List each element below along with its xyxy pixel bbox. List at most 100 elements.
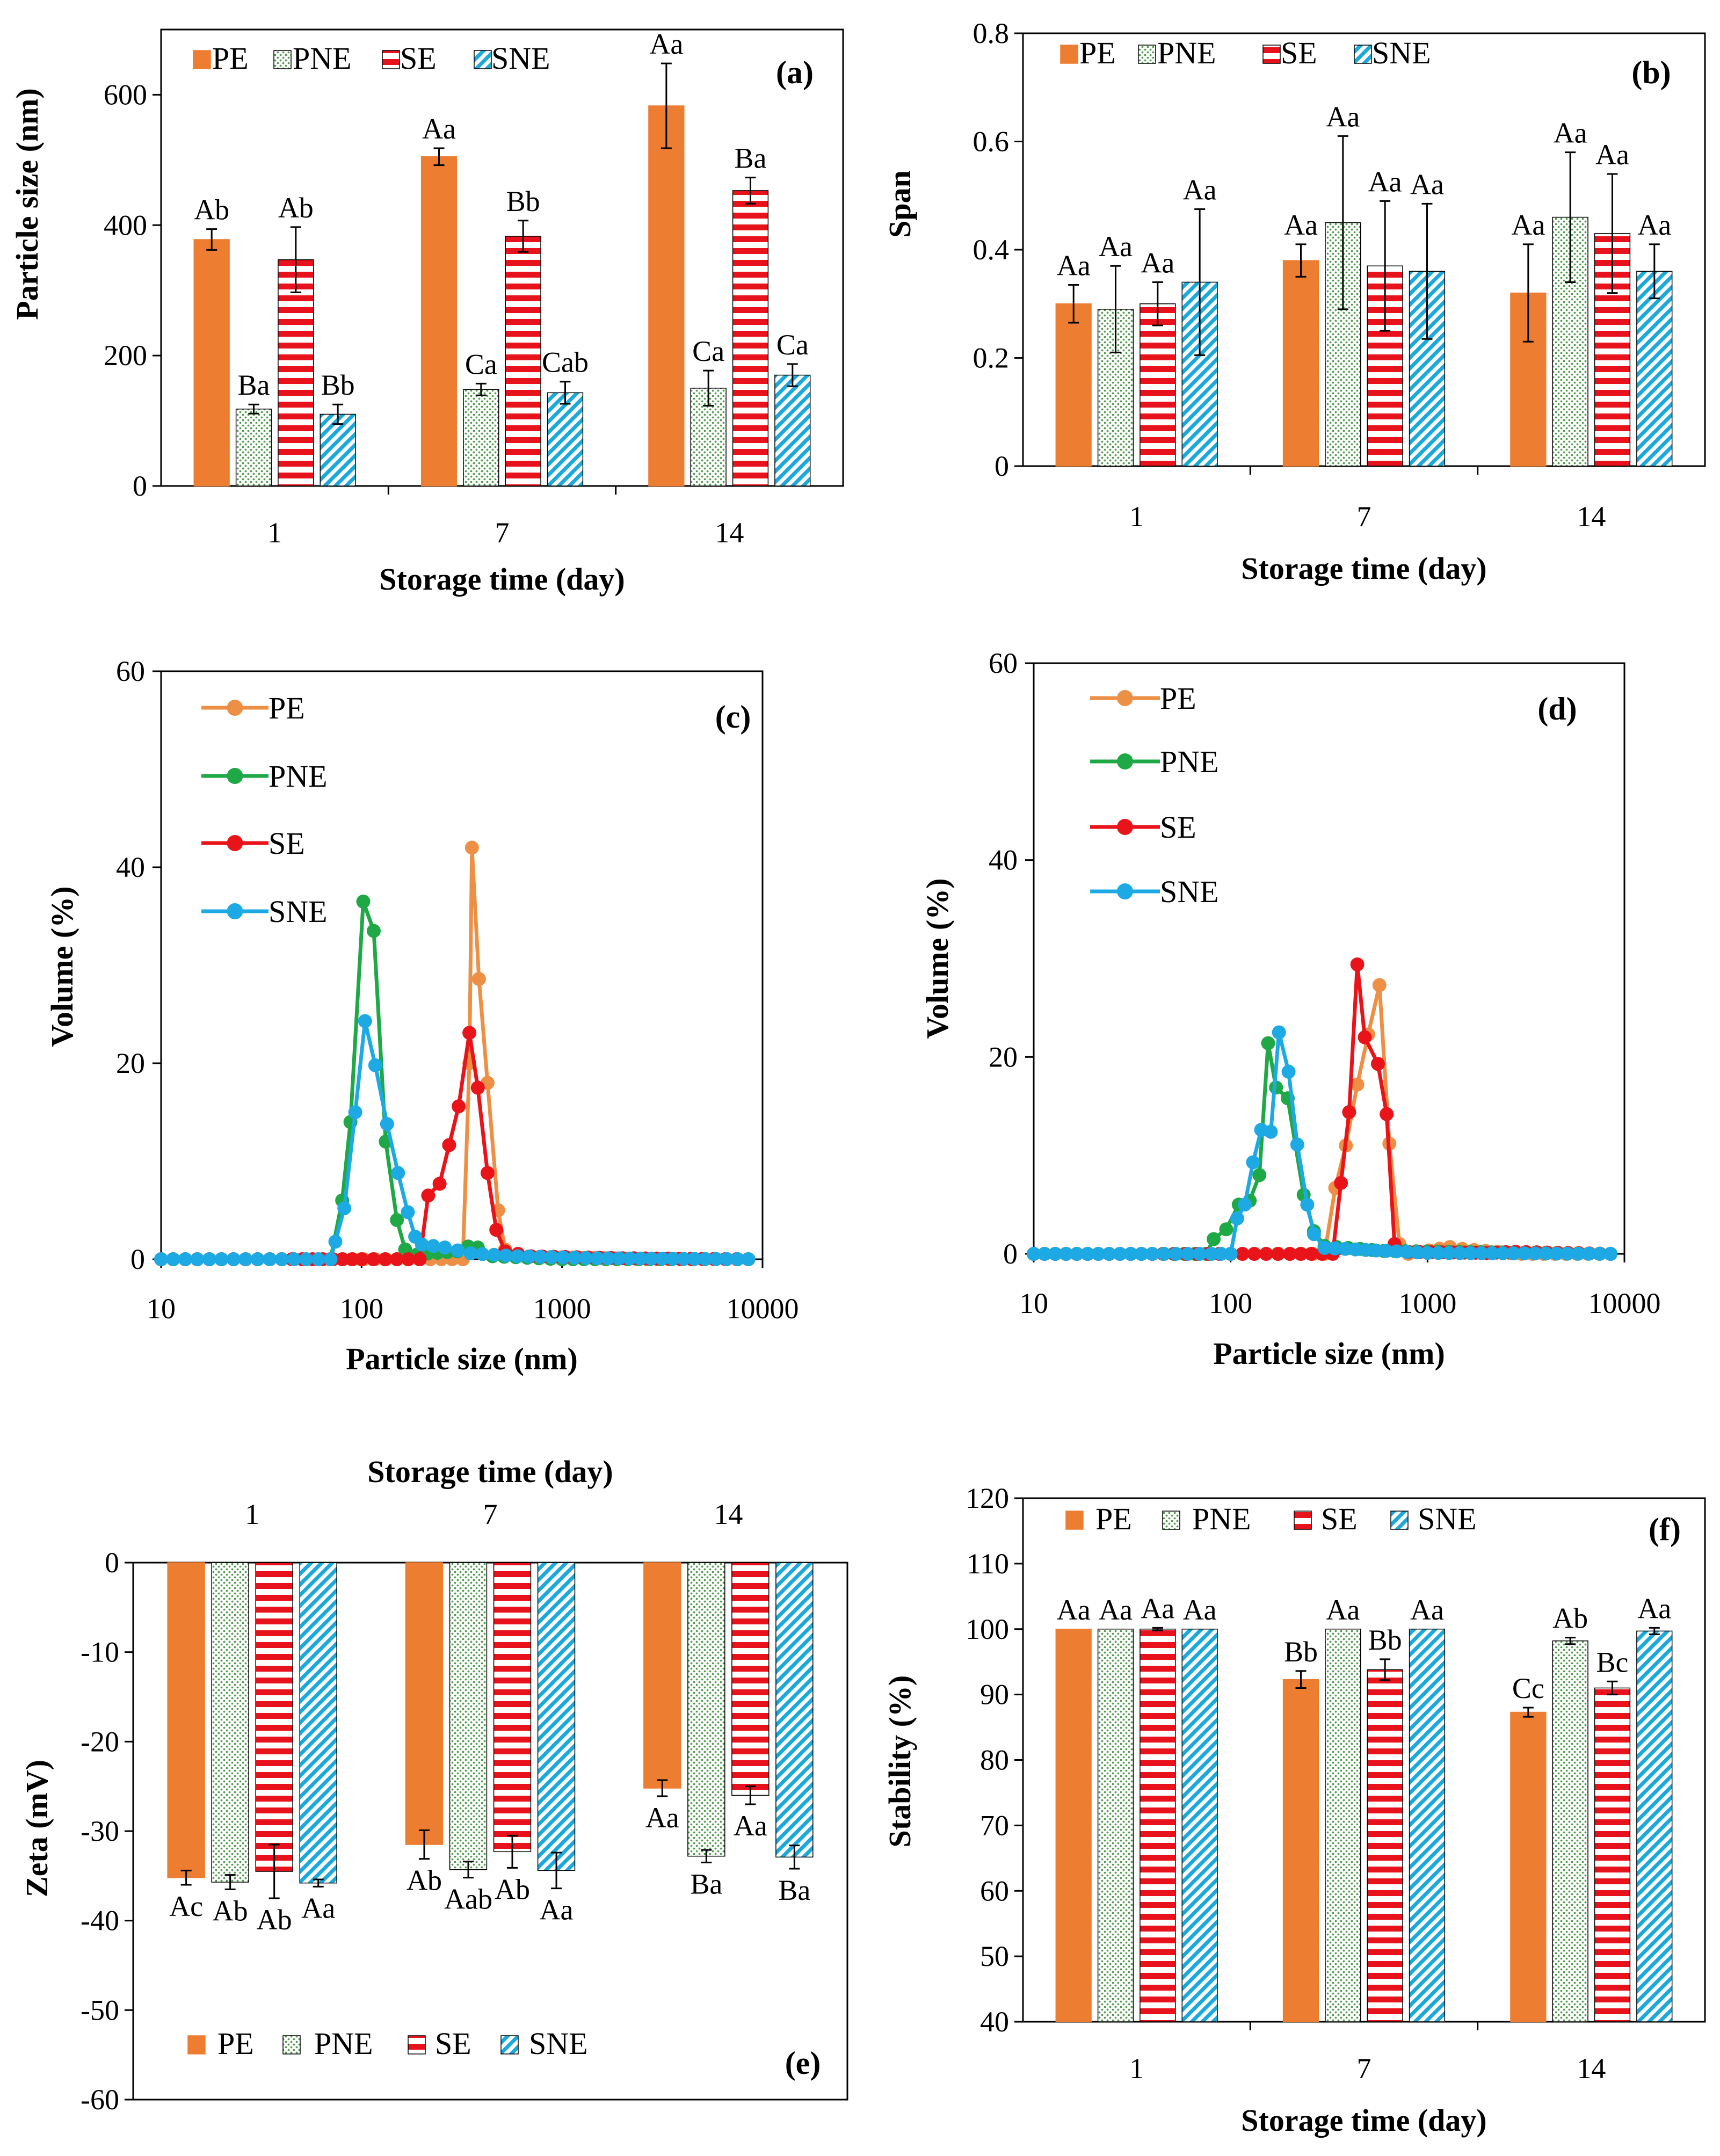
legend-marker-pe [1117,690,1133,706]
legend-swatch-sne [474,50,492,69]
significance-label: Ba [778,1874,810,1906]
y-tick-label: -20 [81,1725,119,1758]
series-line-pne [161,899,749,1261]
data-point-sne [1593,1246,1607,1261]
data-point-se [421,1188,436,1203]
data-point-sne [202,1252,216,1266]
data-point-sne [1080,1247,1095,1261]
data-point-pne [1261,1036,1275,1050]
legend-marker-pe [227,700,243,716]
significance-label: Cab [542,346,589,379]
data-point-sne [1113,1247,1127,1261]
y-tick-label: 0.8 [973,17,1010,49]
x-tick-label: 100 [1209,1287,1252,1319]
bar-se [1140,1629,1176,2022]
significance-label: Aa [1595,139,1629,171]
panel-label: (b) [1631,55,1671,90]
data-point-se [378,1252,393,1266]
data-point-se [452,1099,466,1114]
data-point-sne [687,1252,702,1266]
bar-se [1140,303,1176,467]
significance-label: Aa [1637,1592,1671,1624]
bar-sne [1409,1629,1446,2022]
legend-label-se: SE [1160,810,1196,845]
data-point-sne [415,1237,429,1252]
significance-label: Ca [692,335,724,367]
bar-pe [1282,1679,1319,2022]
y-tick-label: 60 [980,1875,1009,1907]
legend-swatch-pe [1060,45,1078,64]
data-point-sne [601,1251,615,1266]
data-point-sne [1281,1064,1296,1079]
y-tick-label: 20 [116,1047,145,1079]
data-point-sne [426,1239,440,1253]
bar-se [278,259,314,487]
data-point-sne [323,1252,338,1266]
significance-label: Bb [321,369,355,401]
bar-se [732,190,769,487]
significance-label: Ab [194,194,229,226]
data-point-pe [471,972,486,986]
data-point-sne [1338,1242,1352,1256]
significance-label: Ab [1552,1602,1588,1635]
panel-label: (f) [1649,1512,1681,1547]
legend-swatch-se [1294,1511,1312,1530]
x-axis-title: Storage time (day) [379,562,625,597]
data-point-sne [1582,1246,1596,1261]
significance-label: Aa [1410,168,1444,200]
x-tick-label: 7 [495,517,510,549]
data-point-sne [178,1252,192,1266]
bar-sne [1636,1630,1673,2022]
data-point-pne [1207,1232,1221,1246]
data-point-sne [1463,1246,1478,1260]
legend-label-pne: PNE [268,759,328,794]
data-point-se [1380,1107,1394,1121]
y-axis-title: Volume (%) [45,886,79,1047]
legend-label-pe: PE [1095,1501,1132,1536]
data-point-se [1342,1105,1356,1119]
data-point-se [401,1252,416,1266]
x-tick-label: 100 [340,1293,383,1325]
data-point-sne [709,1252,723,1266]
bar-pne [1097,309,1134,467]
data-point-sne [1300,1197,1315,1212]
bar-pne [449,1562,488,1870]
legend-label-sne: SNE [529,2026,588,2061]
data-point-sne [556,1250,570,1265]
legend-swatch-sne [500,2035,519,2055]
bar-pe [1055,303,1092,467]
data-point-sne [545,1250,559,1265]
y-tick-label: 0.4 [973,234,1010,266]
data-point-sne [1517,1246,1532,1261]
bar-sne [320,413,356,487]
data-point-sne [1059,1247,1073,1261]
x-tick-label: 14 [714,1498,743,1530]
series-line-pe [161,846,749,1261]
significance-label: Ca [465,348,497,380]
data-point-sne [1560,1246,1574,1261]
bar-se [255,1562,293,1872]
significance-label: Aa [1511,209,1545,241]
data-point-se [390,1252,404,1266]
significance-label: Aa [1057,1594,1091,1626]
data-point-pe [1372,978,1387,992]
y-tick-label: 40 [116,851,145,883]
data-point-sne [380,1117,394,1131]
significance-label: Ab [407,1864,442,1897]
bar-pe [1510,1711,1547,2022]
data-point-se [1247,1247,1261,1261]
bar-se [1594,1687,1631,2022]
x-tick-label: 7 [1357,500,1371,533]
x-axis-title: Particle size (nm) [346,1341,578,1376]
data-point-sne [487,1247,502,1262]
data-point-sne [1048,1247,1063,1261]
plot-frame [160,670,764,1260]
data-point-se [432,1177,447,1191]
significance-label: Bb [1368,1624,1402,1656]
legend-label-sne: SNE [268,894,328,929]
data-point-sne [226,1252,241,1266]
data-point-se [442,1138,456,1152]
bar-pe [193,239,230,487]
data-point-pe [1350,1077,1365,1092]
